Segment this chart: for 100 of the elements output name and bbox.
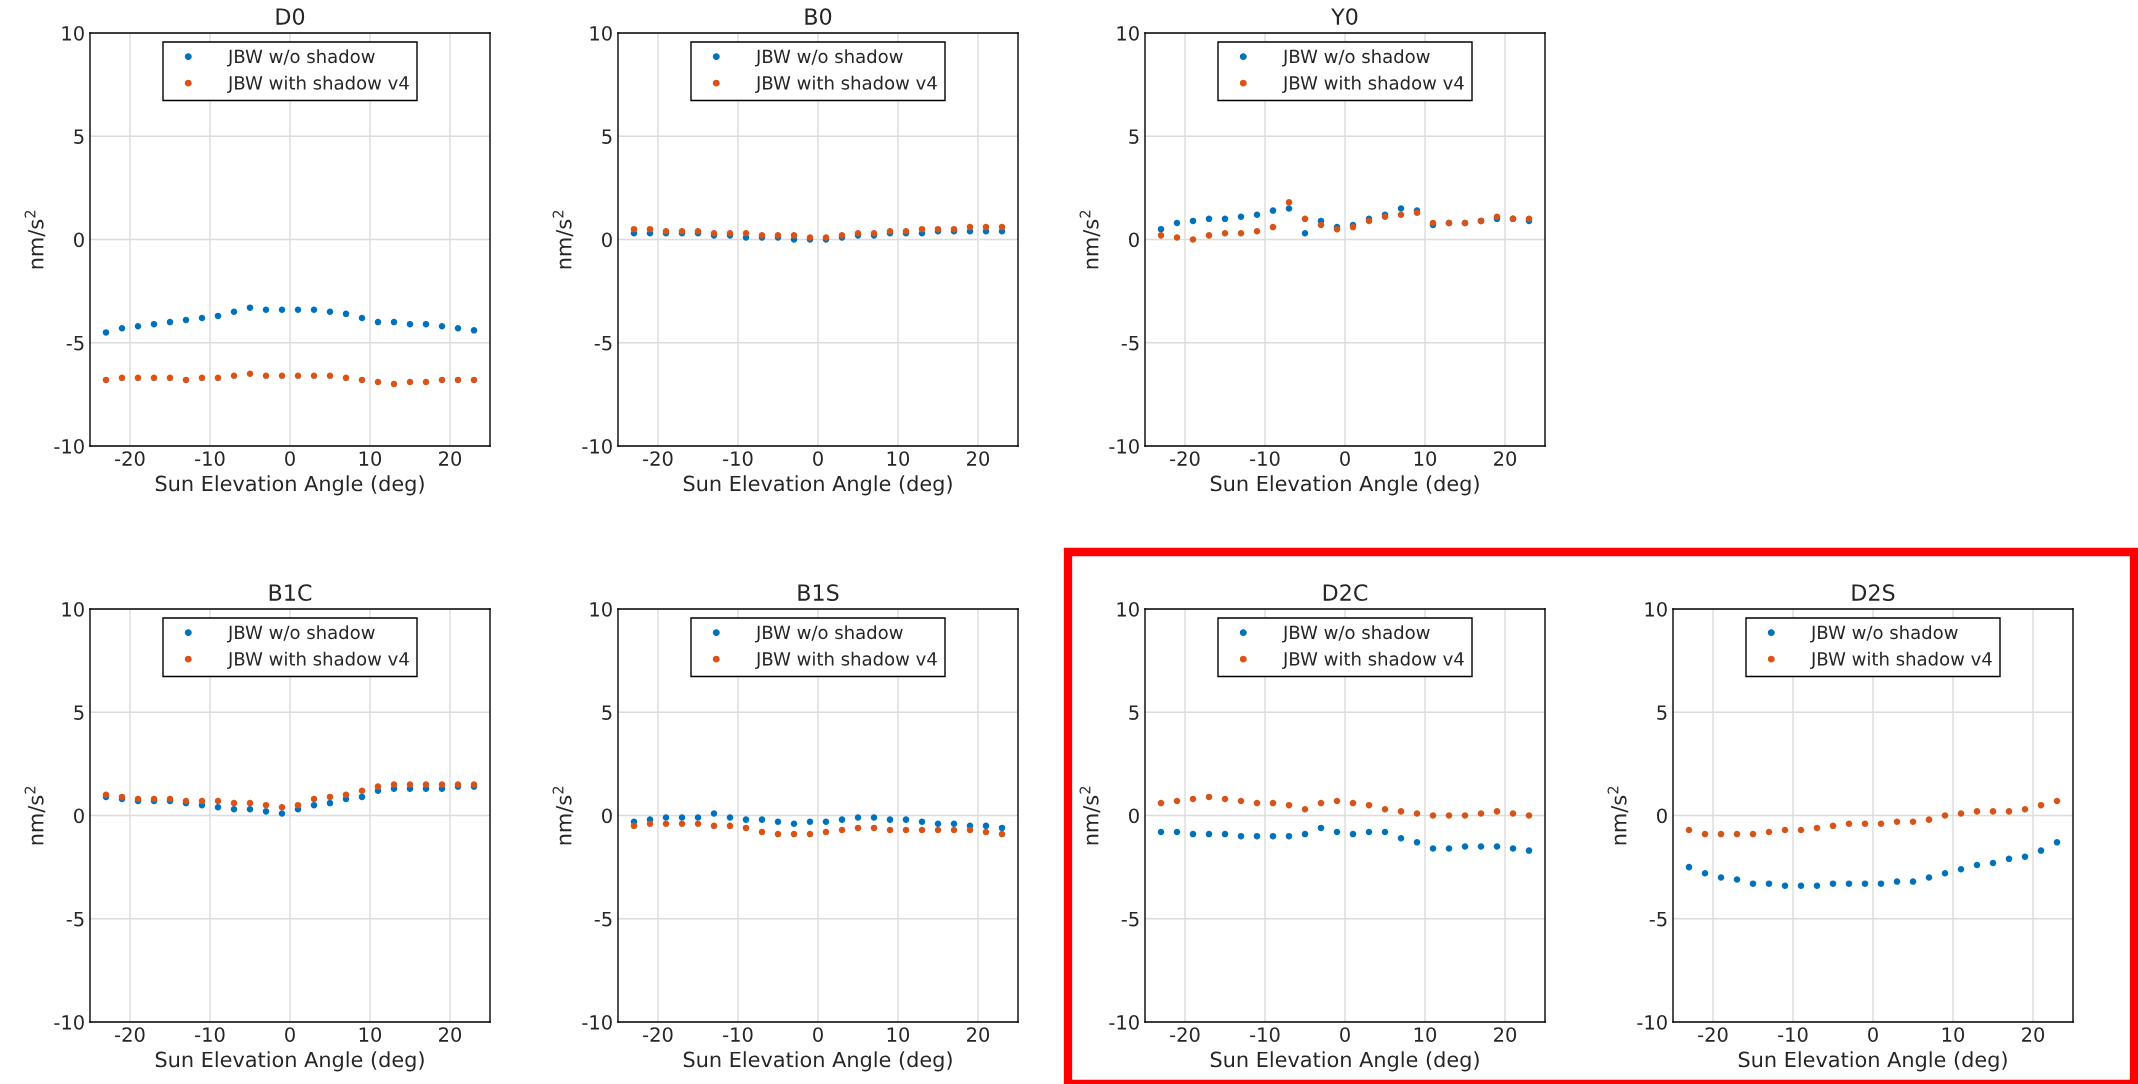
x-axis-title: Sun Elevation Angle (deg) xyxy=(1210,1051,1479,1072)
y-axis-title: nm/s$^{2}$ xyxy=(24,786,46,845)
y-axis-title: nm/s$^{2}$ xyxy=(24,210,46,269)
x-tick-label: 0 xyxy=(1340,451,1350,466)
x-tick-label: -10 xyxy=(195,451,225,466)
x-tick-label: 10 xyxy=(1414,1027,1437,1042)
y-tick-label: -5 xyxy=(1649,911,1667,927)
chart-title: D2C xyxy=(1323,584,1368,601)
legend-label: JBW with shadow v4 xyxy=(227,651,409,670)
x-tick-label: 20 xyxy=(967,1027,990,1042)
legend-label: JBW w/o shadow xyxy=(755,49,903,67)
x-axis-title: Sun Elevation Angle (deg) xyxy=(683,1051,952,1072)
y-tick-label: 10 xyxy=(1117,25,1139,41)
y-tick-label: 0 xyxy=(74,808,84,824)
y-axis-title: nm/s$^{2}$ xyxy=(1079,786,1101,845)
y-tick-label: -10 xyxy=(1109,438,1139,454)
x-tick-label: -10 xyxy=(1250,1027,1280,1042)
x-tick-label: 10 xyxy=(887,1027,910,1042)
y-tick-label: 10 xyxy=(590,601,612,617)
x-tick-label: 20 xyxy=(439,451,462,466)
y-tick-label: 0 xyxy=(74,232,84,248)
y-tick-label: 10 xyxy=(1645,601,1667,617)
y-tick-label: 5 xyxy=(1657,705,1667,720)
y-tick-label: 5 xyxy=(602,129,612,144)
y-axis-title: nm/s$^{2}$ xyxy=(552,210,574,269)
legend-label: JBW with shadow v4 xyxy=(1810,651,1992,670)
y-tick-label: 0 xyxy=(1129,808,1139,824)
x-tick-label: 10 xyxy=(887,451,910,466)
y-tick-label: -10 xyxy=(582,438,612,454)
legend-label: JBW with shadow v4 xyxy=(227,75,409,94)
x-axis-title: Sun Elevation Angle (deg) xyxy=(1738,1051,2007,1072)
y-tick-label: 0 xyxy=(602,808,612,824)
x-tick-label: -10 xyxy=(723,451,753,466)
x-tick-label: -10 xyxy=(195,1027,225,1042)
x-tick-label: 10 xyxy=(359,1027,382,1042)
x-tick-label: 20 xyxy=(1494,451,1517,466)
x-tick-label: 20 xyxy=(439,1027,462,1042)
y-tick-label: -10 xyxy=(1109,1014,1139,1030)
x-axis-title: Sun Elevation Angle (deg) xyxy=(155,475,424,496)
chart-title: D2S xyxy=(1852,584,1895,601)
x-tick-label: 0 xyxy=(813,451,823,466)
y-tick-label: 10 xyxy=(590,25,612,41)
x-tick-label: 20 xyxy=(2022,1027,2045,1042)
x-axis-title: Sun Elevation Angle (deg) xyxy=(1210,475,1479,496)
chart-title: D0 xyxy=(276,8,305,25)
x-tick-label: -20 xyxy=(1170,451,1200,466)
x-tick-label: 10 xyxy=(1414,451,1437,466)
x-tick-label: -20 xyxy=(115,451,145,466)
x-tick-label: 0 xyxy=(1340,1027,1350,1042)
y-axis-title: nm/s$^{2}$ xyxy=(552,786,574,845)
x-tick-label: -20 xyxy=(643,1027,673,1042)
chart-title: B1C xyxy=(269,584,312,601)
y-tick-label: -5 xyxy=(594,335,612,351)
y-tick-label: 0 xyxy=(602,232,612,248)
x-tick-label: 0 xyxy=(285,1027,295,1042)
y-tick-label: -5 xyxy=(594,911,612,927)
legend-label: JBW with shadow v4 xyxy=(1282,651,1464,670)
y-tick-label: -5 xyxy=(1121,911,1139,927)
x-axis-title: Sun Elevation Angle (deg) xyxy=(155,1051,424,1072)
legend-label: JBW with shadow v4 xyxy=(1282,75,1464,94)
legend-label: JBW with shadow v4 xyxy=(755,651,937,670)
y-tick-label: 0 xyxy=(1657,808,1667,824)
legend-label: JBW w/o shadow xyxy=(1810,625,1958,643)
x-tick-label: 10 xyxy=(1942,1027,1965,1042)
x-tick-label: -20 xyxy=(1698,1027,1728,1042)
y-tick-label: -10 xyxy=(54,1014,84,1030)
y-tick-label: -10 xyxy=(1637,1014,1667,1030)
legend-label: JBW with shadow v4 xyxy=(755,75,937,94)
x-tick-label: -10 xyxy=(723,1027,753,1042)
y-tick-label: 0 xyxy=(1129,232,1139,248)
chart-title: B1S xyxy=(798,584,839,601)
y-tick-label: 5 xyxy=(74,129,84,144)
legend-label: JBW w/o shadow xyxy=(1282,49,1430,67)
legend-label: JBW w/o shadow xyxy=(1282,625,1430,643)
y-axis-title: nm/s$^{2}$ xyxy=(1079,210,1101,269)
y-tick-label: -5 xyxy=(66,335,84,351)
x-tick-label: -10 xyxy=(1778,1027,1808,1042)
x-axis-title: Sun Elevation Angle (deg) xyxy=(683,475,952,496)
x-tick-label: -20 xyxy=(1170,1027,1200,1042)
chart-title: Y0 xyxy=(1331,8,1358,25)
x-tick-label: -20 xyxy=(115,1027,145,1042)
legend-label: JBW w/o shadow xyxy=(755,625,903,643)
x-tick-label: -10 xyxy=(1250,451,1280,466)
x-tick-label: 20 xyxy=(967,451,990,466)
y-tick-label: 10 xyxy=(1117,601,1139,617)
x-tick-label: 0 xyxy=(1868,1027,1878,1042)
x-tick-label: -20 xyxy=(643,451,673,466)
legend-label: JBW w/o shadow xyxy=(227,49,375,67)
y-tick-label: 10 xyxy=(62,25,84,41)
y-tick-label: 5 xyxy=(602,705,612,720)
y-tick-label: -10 xyxy=(582,1014,612,1030)
y-tick-label: -10 xyxy=(54,438,84,454)
x-tick-label: 20 xyxy=(1494,1027,1517,1042)
chart-title: B0 xyxy=(805,8,832,25)
y-tick-label: 5 xyxy=(1129,705,1139,720)
y-tick-label: -5 xyxy=(1121,335,1139,351)
y-tick-label: 5 xyxy=(74,705,84,720)
legend-label: JBW w/o shadow xyxy=(227,625,375,643)
y-tick-label: -5 xyxy=(66,911,84,927)
x-tick-label: 10 xyxy=(359,451,382,466)
